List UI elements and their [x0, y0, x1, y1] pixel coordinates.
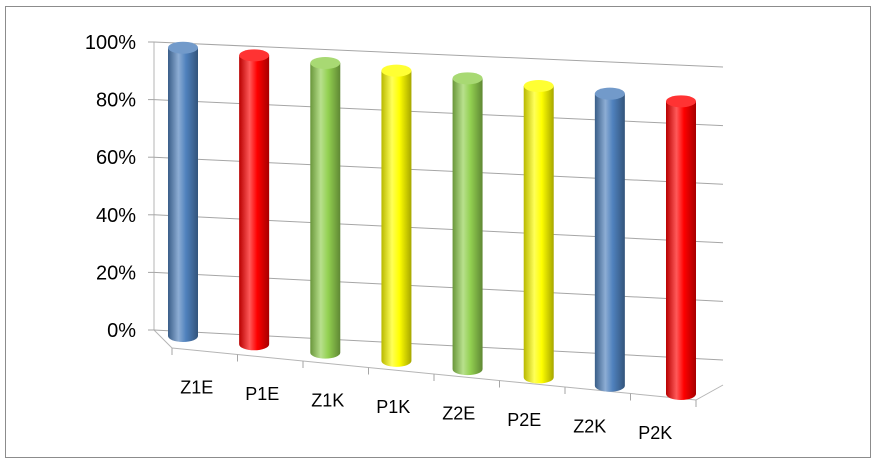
y-tick-label: 20% — [96, 262, 136, 284]
bar-p2k — [666, 95, 696, 400]
y-tick-label: 80% — [96, 90, 136, 112]
bar-z2k — [594, 87, 625, 392]
cylinder-bar-chart: 0% 20% 40% 60% 80% 100% Z1E P1E Z1K P1K Z2E P2E Z2K… — [85, 32, 724, 443]
bar-p1e — [239, 49, 270, 351]
x-tick-label: Z2E — [442, 403, 475, 423]
y-tick-label: 60% — [96, 147, 136, 169]
x-axis: Z1E P1E Z1K P1K Z2E P2E Z2K P2K — [171, 348, 697, 443]
cylinder-body — [523, 85, 554, 384]
cylinder-body — [381, 70, 412, 367]
cylinder-top — [523, 79, 554, 92]
cylinder-top — [239, 49, 270, 62]
bar-z1e — [168, 41, 198, 342]
y-tick-label: 0% — [107, 320, 136, 342]
cylinder-body — [666, 101, 696, 400]
cylinder-top — [666, 95, 696, 108]
floor-right-edge — [695, 384, 724, 401]
cylinder-body — [239, 55, 270, 351]
chart-area: 0% 20% 40% 60% 80% 100% Z1E P1E Z1K P1K Z2E P2E Z2K… — [5, 6, 871, 458]
bar-p2e — [523, 79, 554, 384]
cylinder-body — [594, 93, 625, 392]
cylinder-top — [381, 64, 412, 77]
cylinder-body — [310, 63, 341, 359]
cylinder-top — [310, 57, 341, 70]
cylinder-top — [168, 41, 198, 54]
x-tick-label: Z1E — [180, 377, 213, 397]
y-tick-label: 100% — [85, 32, 136, 54]
bar-p1k — [381, 64, 412, 367]
x-tick-label: Z2K — [573, 416, 606, 436]
cylinder-top — [594, 87, 625, 100]
cylinder-top — [452, 72, 483, 85]
y-axis: 0% 20% 40% 60% 80% 100% — [85, 32, 154, 342]
y-tick-label: 40% — [96, 205, 136, 227]
floor-left-edge — [153, 329, 173, 349]
x-tick-label: Z1K — [311, 390, 344, 410]
cylinder-body — [452, 78, 483, 376]
x-tick-label: P1E — [245, 384, 279, 404]
gridline — [153, 41, 724, 68]
bar-z1k — [310, 57, 341, 359]
bar-z2e — [452, 72, 483, 376]
x-tick-label: P2K — [638, 423, 672, 443]
x-tick-label: P2E — [507, 410, 541, 430]
bar-series — [168, 41, 696, 400]
cylinder-body — [168, 47, 198, 342]
x-tick-label: P1K — [376, 397, 410, 417]
